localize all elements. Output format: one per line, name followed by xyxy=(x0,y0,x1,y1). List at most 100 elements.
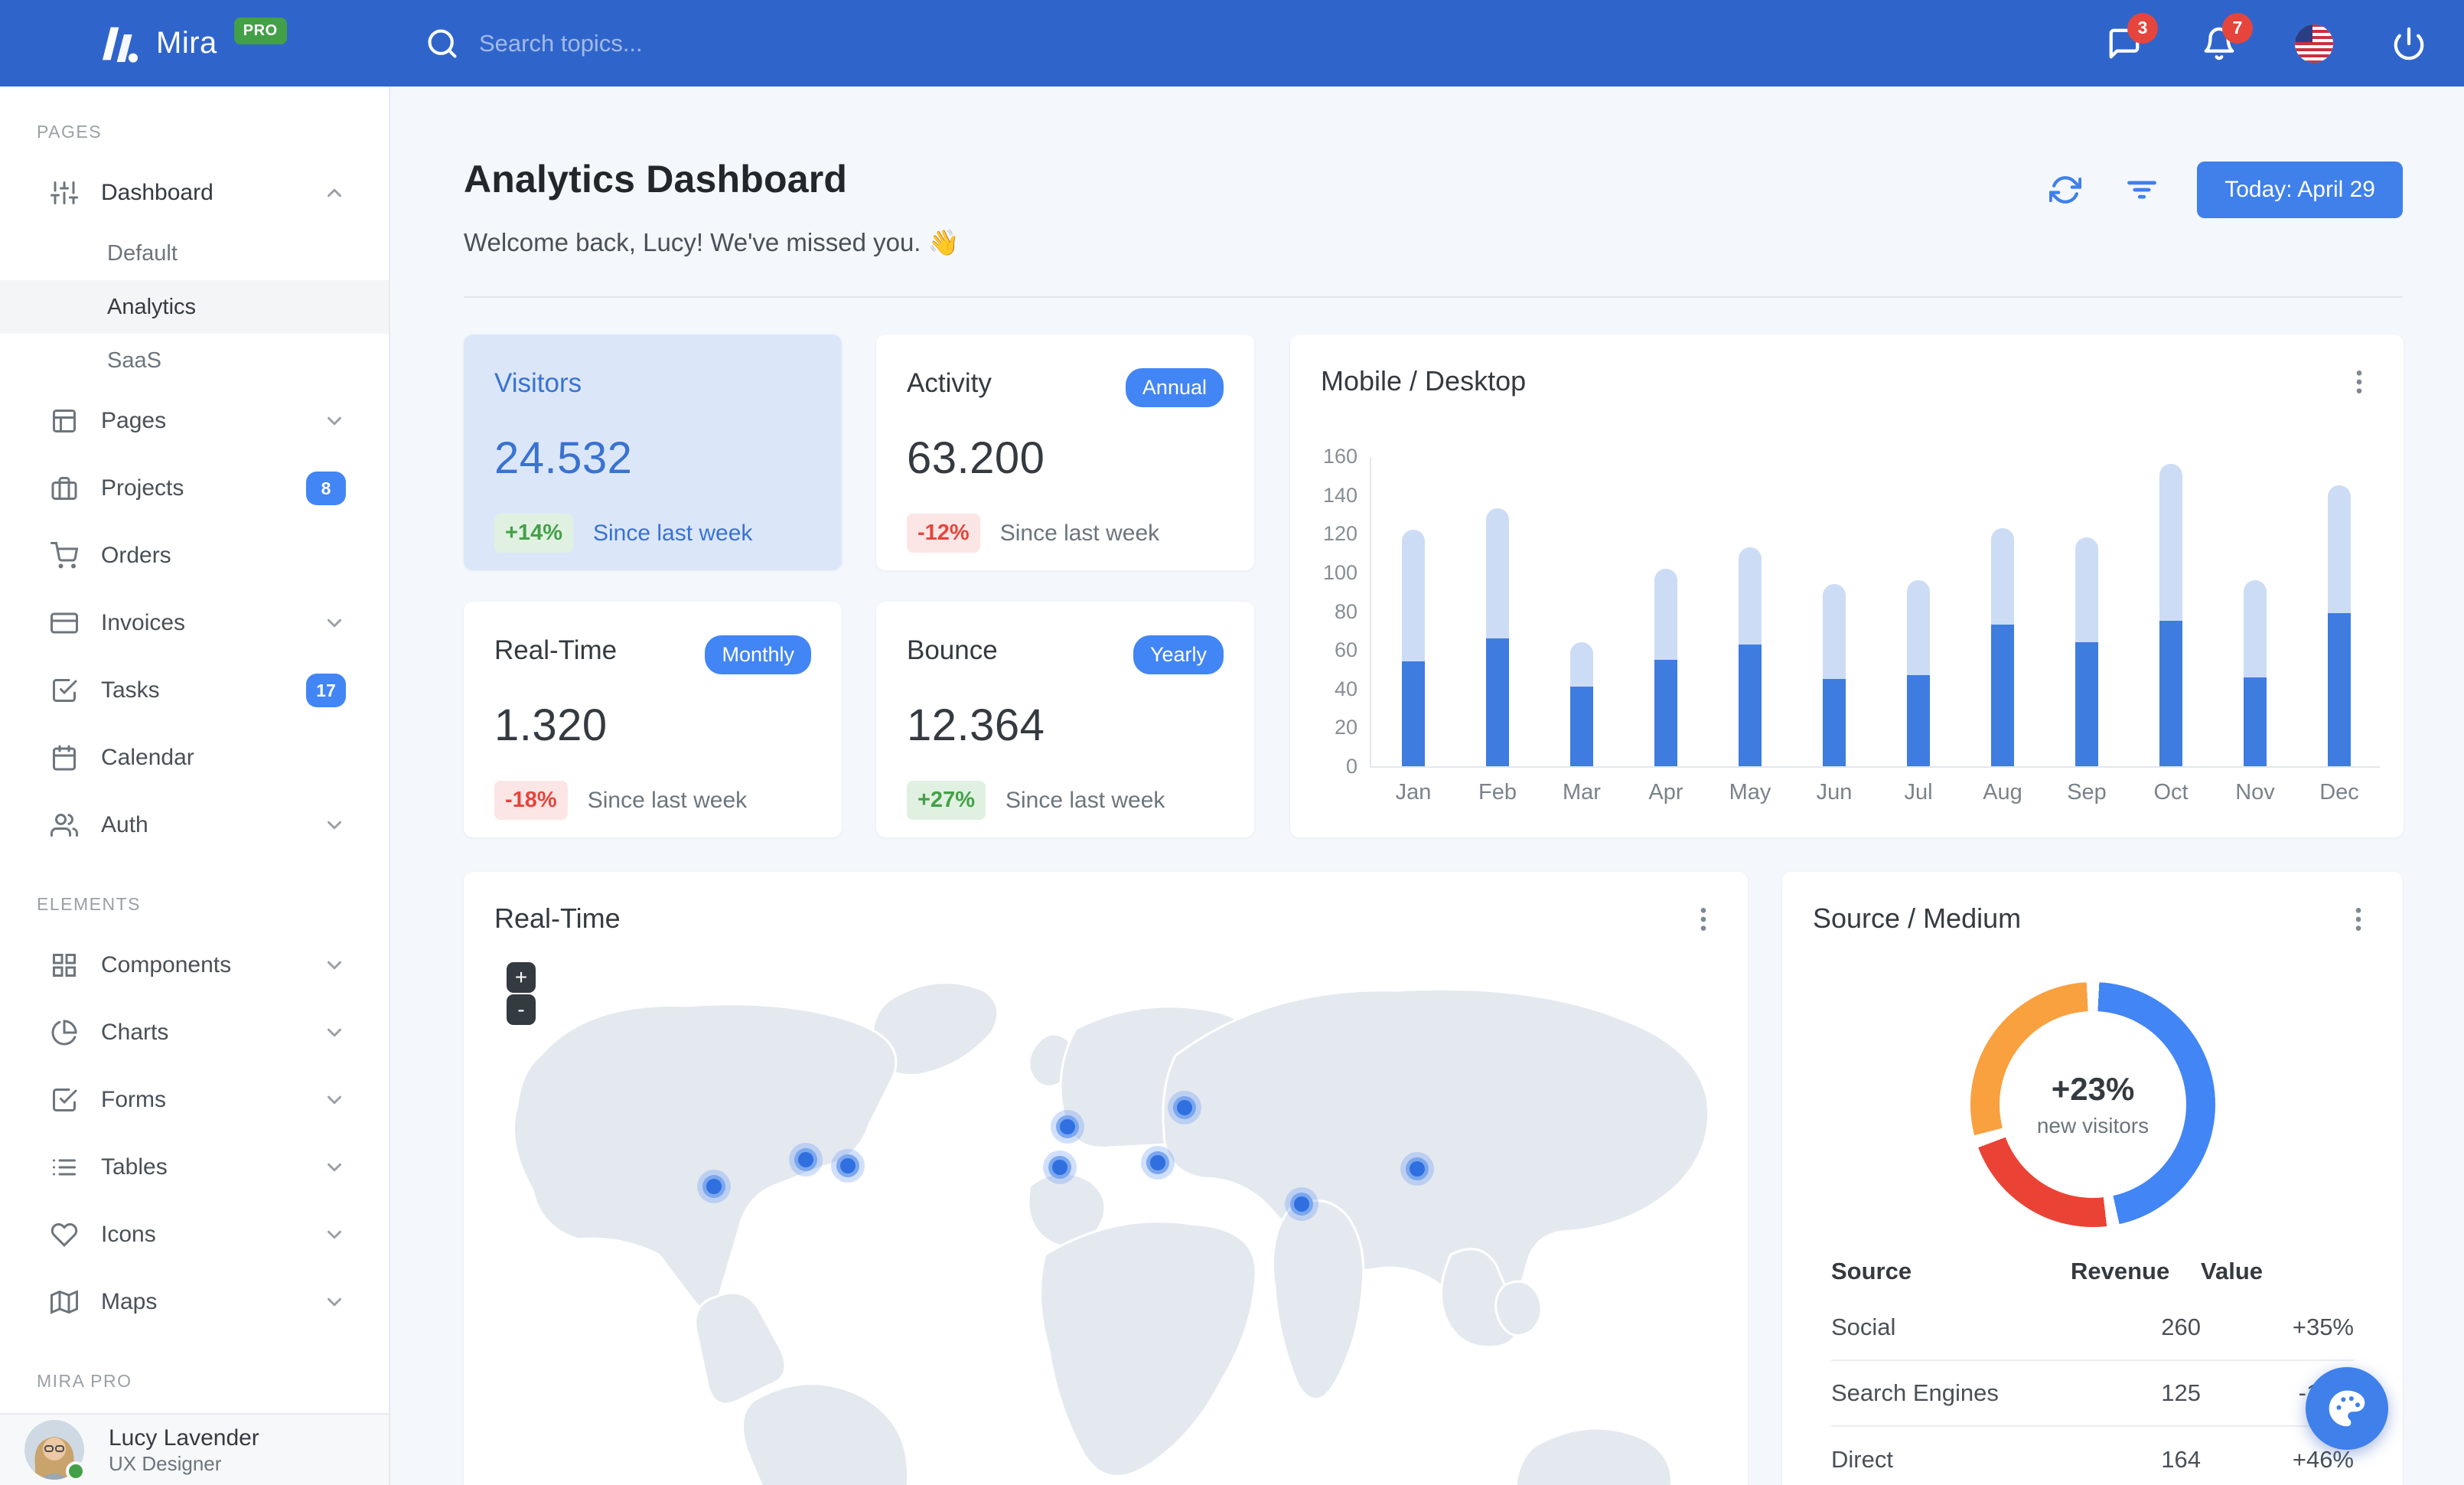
col-revenue: Revenue xyxy=(2071,1258,2170,1284)
brand[interactable]: Mira PRO xyxy=(90,0,287,86)
sidebar-item-icons[interactable]: Icons xyxy=(0,1201,389,1268)
power-icon xyxy=(2391,26,2427,61)
donut-chart[interactable]: +23% new visitors xyxy=(1970,982,2215,1227)
stat-card-realtime[interactable]: Real-Time Monthly 1.320 -18% Since last … xyxy=(464,602,842,837)
navbar-actions: 3 7 xyxy=(2100,0,2433,86)
bar-mobile-segment xyxy=(1486,638,1509,766)
bar-desktop-segment xyxy=(1991,527,2014,766)
bar-chart-plot: 0 20 40 60 80 100 120 140 160 Jan Feb Mar Apr May Jun J… xyxy=(1323,445,2380,805)
y-axis-tick: 0 xyxy=(1345,755,1357,778)
map-visitor-marker[interactable] xyxy=(1051,1110,1084,1144)
bar-mobile-segment xyxy=(2075,642,2098,766)
sidebar-item-label: Default xyxy=(107,240,178,266)
stat-card-bounce[interactable]: Bounce Yearly 12.364 +27% Since last wee… xyxy=(876,602,1254,837)
bar-desktop-segment xyxy=(2244,580,2267,766)
bar-mobile-segment xyxy=(2159,621,2182,766)
stat-delta-badge: -12% xyxy=(907,514,980,553)
cell-revenue: 164 xyxy=(2071,1425,2201,1485)
map-visitor-marker[interactable] xyxy=(1285,1187,1318,1221)
sidebar-item-dashboard[interactable]: Dashboard xyxy=(0,159,389,227)
sidebar-item-label: Orders xyxy=(101,543,171,568)
header-actions: Today: April 29 xyxy=(2044,162,2403,218)
sidebar-item-pages[interactable]: Pages xyxy=(0,387,389,455)
theme-settings-fab[interactable] xyxy=(2306,1367,2388,1450)
sidebar-user[interactable]: Lucy Lavender UX Designer xyxy=(0,1413,389,1485)
sidebar-item-label: Icons xyxy=(101,1222,156,1247)
sidebar-item-tasks[interactable]: Tasks 17 xyxy=(0,657,389,724)
sidebar-item-maps[interactable]: Maps xyxy=(0,1268,389,1336)
navbar-search[interactable] xyxy=(425,0,800,86)
sidebar-item-charts[interactable]: Charts xyxy=(0,999,389,1066)
credit-card-icon xyxy=(49,609,80,637)
sidebar-item-label: Maps xyxy=(101,1289,158,1314)
chevron-down-icon xyxy=(323,410,346,432)
source-menu-button[interactable] xyxy=(2342,899,2375,939)
stat-period-badge[interactable]: Annual xyxy=(1125,368,1224,407)
pro-badge: PRO xyxy=(233,18,287,44)
refresh-button[interactable] xyxy=(2044,168,2087,211)
map-visitor-marker[interactable] xyxy=(1141,1146,1175,1180)
search-input[interactable] xyxy=(479,29,800,57)
y-axis-tick: 100 xyxy=(1322,560,1357,584)
stat-card-visitors[interactable]: Visitors 24.532 +14% Since last week xyxy=(464,335,842,570)
check-square-icon xyxy=(49,677,80,704)
map-zoom-in-button[interactable]: + xyxy=(507,962,536,993)
sidebar-item-invoices[interactable]: Invoices xyxy=(0,589,389,657)
logout-button[interactable] xyxy=(2384,19,2433,68)
cell-source: Search Engines xyxy=(1831,1359,2071,1426)
stat-card-activity[interactable]: Activity Annual 63.200 -12% Since last w… xyxy=(876,335,1254,570)
stat-period-badge[interactable]: Yearly xyxy=(1133,635,1224,674)
kebab-icon xyxy=(1688,904,1719,935)
filter-button[interactable] xyxy=(2120,168,2163,211)
sidebar-item-forms[interactable]: Forms xyxy=(0,1066,389,1134)
map-visitor-marker[interactable] xyxy=(1400,1152,1434,1186)
x-axis-label: May xyxy=(1729,780,1771,805)
map-zoom-out-button[interactable]: - xyxy=(507,994,536,1025)
calendar-icon xyxy=(49,744,80,772)
main-content: Analytics Dashboard Welcome back, Lucy! … xyxy=(390,86,2464,1485)
kebab-icon xyxy=(2343,904,2374,935)
bar-desktop-segment xyxy=(1486,508,1509,766)
map-visitor-marker[interactable] xyxy=(831,1149,865,1183)
chart-menu-button[interactable] xyxy=(2342,362,2376,402)
chevron-down-icon xyxy=(323,1021,346,1044)
map-visitor-marker[interactable] xyxy=(697,1170,731,1203)
cart-icon xyxy=(49,542,80,570)
sidebar-item-orders[interactable]: Orders xyxy=(0,522,389,589)
map-title: Real-Time xyxy=(494,902,621,934)
chevron-down-icon xyxy=(323,1291,346,1314)
map-menu-button[interactable] xyxy=(1687,899,1720,939)
language-button[interactable] xyxy=(2290,19,2339,68)
sidebar-item-tables[interactable]: Tables xyxy=(0,1134,389,1201)
sidebar-item-label: Dashboard xyxy=(101,180,213,205)
avatar xyxy=(24,1420,86,1481)
col-value: Value xyxy=(2201,1258,2263,1284)
date-range-button[interactable]: Today: April 29 xyxy=(2197,162,2403,218)
map-visitor-marker[interactable] xyxy=(1043,1150,1077,1184)
notifications-button[interactable]: 7 xyxy=(2195,12,2253,68)
sidebar-item-auth[interactable]: Auth xyxy=(0,791,389,859)
table-row[interactable]: Search Engines 125 -12% xyxy=(1831,1359,2354,1426)
sidebar-item-projects[interactable]: Projects 8 xyxy=(0,455,389,522)
sidebar-item-default[interactable]: Default xyxy=(0,227,389,280)
stat-value: 24.532 xyxy=(494,433,633,483)
bar-desktop-segment xyxy=(1739,547,1762,766)
sidebar-item-analytics[interactable]: Analytics xyxy=(0,280,389,334)
table-row[interactable]: Social 260 +35% xyxy=(1831,1294,2354,1360)
table-row[interactable]: Direct 164 +46% xyxy=(1831,1425,2354,1485)
map-visitor-marker[interactable] xyxy=(789,1143,823,1177)
sidebar-item-components[interactable]: Components xyxy=(0,932,389,999)
sidebar-item-calendar[interactable]: Calendar xyxy=(0,724,389,791)
stat-title: Visitors xyxy=(494,368,582,398)
map-visitor-marker[interactable] xyxy=(1168,1091,1201,1124)
stat-period-badge[interactable]: Monthly xyxy=(705,635,811,674)
x-axis-label: Jul xyxy=(1904,780,1933,805)
world-map[interactable] xyxy=(464,956,1748,1485)
sidebar-item-label: SaaS xyxy=(107,348,161,373)
grid-icon xyxy=(49,951,80,979)
messages-button[interactable]: 3 xyxy=(2100,12,2158,68)
layout-icon xyxy=(49,407,80,435)
stat-value: 12.364 xyxy=(907,700,1045,750)
sidebar-item-saas[interactable]: SaaS xyxy=(0,334,389,387)
